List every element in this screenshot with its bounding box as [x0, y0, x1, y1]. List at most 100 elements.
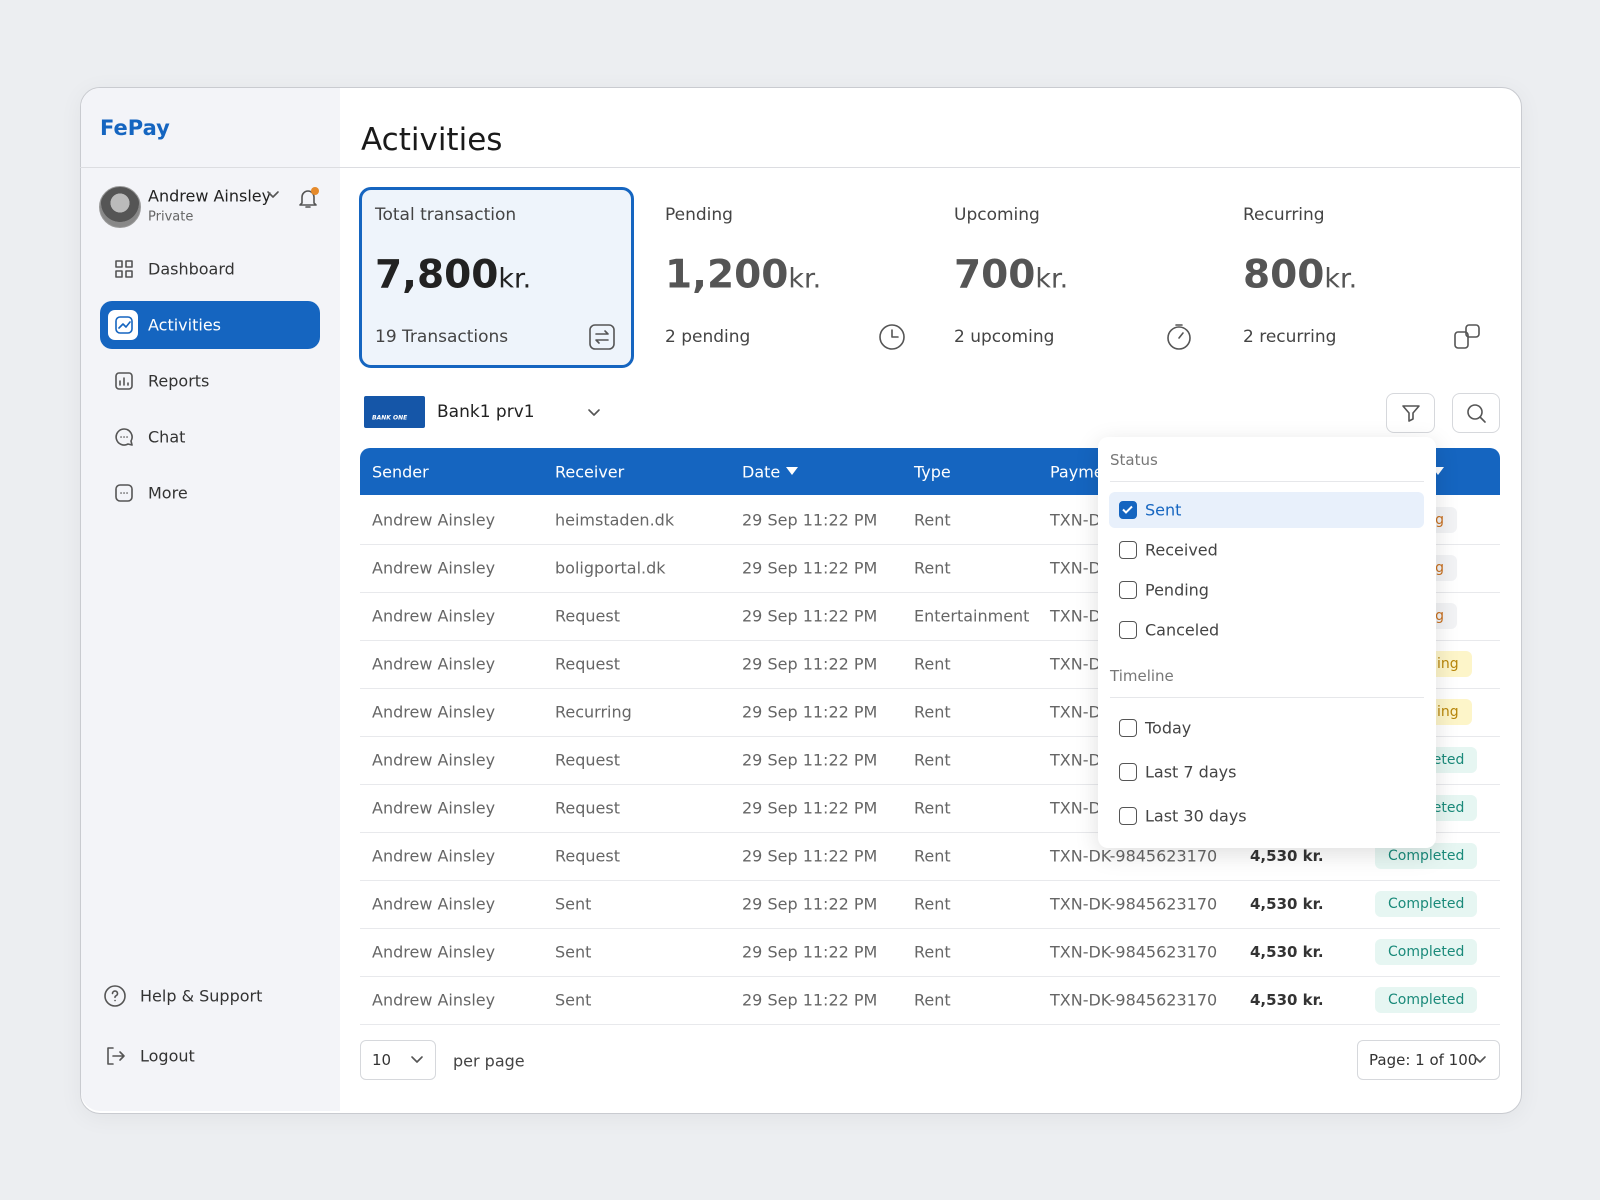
table-cell: 4,530 kr.	[1250, 895, 1324, 913]
page-select[interactable]	[1357, 1040, 1500, 1080]
search-icon-wrap[interactable]	[1466, 403, 1486, 423]
nav-item[interactable]: Dashboard	[148, 259, 235, 279]
card-selected[interactable]	[359, 187, 634, 368]
table-cell: Andrew Ainsley	[372, 990, 496, 1010]
nav-icon	[115, 428, 133, 446]
checkbox[interactable]	[1119, 541, 1137, 559]
nav-icon-wrap[interactable]	[114, 315, 134, 335]
notification-bell	[299, 187, 319, 208]
table-cell: Request	[555, 846, 620, 866]
filter-option[interactable]: Last 7 days	[1145, 762, 1237, 782]
page-chevron-wrap	[1474, 1056, 1486, 1064]
status-pill: Completed	[1375, 939, 1478, 965]
nav-item[interactable]: More	[148, 483, 188, 503]
filter-option[interactable]: Sent	[1145, 500, 1182, 520]
card-label: Total transaction	[375, 205, 517, 225]
table-cell: Rent	[914, 846, 951, 866]
nav-icon	[115, 484, 133, 502]
bank-name[interactable]: Bank1 prv1	[437, 402, 535, 422]
table-cell: 4,530 kr.	[1250, 847, 1324, 865]
page-chevron	[1474, 1056, 1486, 1063]
checkbox[interactable]	[1119, 807, 1137, 825]
row-divider	[360, 736, 1500, 737]
nav-icon-wrap[interactable]	[114, 483, 134, 503]
status-text: Completed	[1388, 848, 1465, 864]
nav-item[interactable]: Reports	[148, 371, 210, 391]
table-cell: Andrew Ainsley	[372, 750, 496, 770]
bank-logo[interactable]: BANK ONE	[364, 396, 425, 428]
filter-icon	[1402, 405, 1420, 422]
filter-icon-wrap[interactable]	[1402, 405, 1420, 422]
page-title: Activities	[361, 122, 503, 158]
checkbox[interactable]	[1119, 501, 1137, 519]
table-cell: Andrew Ainsley	[372, 846, 496, 866]
checkbox[interactable]	[1119, 581, 1137, 599]
card-label: Recurring	[1243, 205, 1325, 225]
column-header[interactable]: Date	[742, 462, 781, 482]
nav-icon-wrap[interactable]	[114, 427, 134, 447]
filter-option[interactable]: Canceled	[1145, 620, 1220, 640]
card-amount: 1,200kr.	[665, 253, 821, 298]
status-text: Completed	[1388, 992, 1465, 1008]
check-mark	[1122, 505, 1133, 514]
table-cell: Entertainment	[914, 606, 1030, 626]
filter-option[interactable]: Today	[1145, 718, 1192, 738]
sidebar	[81, 88, 340, 1111]
filter-divider	[1110, 481, 1424, 482]
checkbox[interactable]	[1119, 763, 1137, 781]
nav-icon-wrap[interactable]	[114, 371, 134, 391]
card-amount-value: 800	[1243, 252, 1325, 298]
card-sub: 19 Transactions	[375, 327, 509, 347]
filter-button[interactable]	[1386, 393, 1435, 433]
nav-icon-wrap[interactable]	[114, 259, 134, 279]
brand-logo: FePay	[100, 116, 170, 140]
nav-item[interactable]: Activities	[148, 315, 221, 335]
logout-icon-wrap[interactable]	[104, 1045, 126, 1067]
sort-arrow-wrap[interactable]	[786, 467, 798, 475]
table-cell: Rent	[914, 990, 951, 1010]
table-cell: 29 Sep 11:22 PM	[742, 846, 878, 866]
footer-nav-item[interactable]: Logout	[140, 1046, 195, 1066]
card-icon-wrap	[1166, 324, 1192, 350]
per-page-select[interactable]	[360, 1040, 436, 1080]
nav-icon	[115, 372, 133, 390]
card-icon-wrap	[879, 324, 905, 350]
search-button[interactable]	[1452, 393, 1500, 433]
table-cell: 29 Sep 11:22 PM	[742, 654, 878, 674]
table-cell: Rent	[914, 702, 951, 722]
footer-nav-item[interactable]: Help & Support	[140, 986, 263, 1006]
bank-chevron-wrap[interactable]	[587, 408, 601, 418]
notification-bell-wrap[interactable]	[296, 186, 320, 210]
filter-option[interactable]: Last 30 days	[1145, 806, 1247, 826]
table-cell: Rent	[914, 654, 951, 674]
table-cell: 29 Sep 11:22 PM	[742, 558, 878, 578]
filter-option[interactable]: Pending	[1145, 580, 1209, 600]
column-header[interactable]: Receiver	[555, 462, 625, 482]
per-page-label: per page	[453, 1051, 525, 1071]
row-divider	[360, 784, 1500, 785]
table-cell: 29 Sep 11:22 PM	[742, 990, 878, 1010]
row-divider	[360, 928, 1500, 929]
filter-option[interactable]: Received	[1145, 540, 1218, 560]
row-divider	[360, 880, 1500, 881]
nav-item[interactable]: Chat	[148, 427, 186, 447]
filter-section-title: Status	[1110, 451, 1158, 469]
bank-chevron	[588, 409, 600, 416]
table-cell: Andrew Ainsley	[372, 510, 496, 530]
option-highlight	[1109, 492, 1424, 528]
checkbox[interactable]	[1119, 621, 1137, 639]
table-cell: 29 Sep 11:22 PM	[742, 798, 878, 818]
help-icon-wrap[interactable]	[104, 985, 126, 1007]
row-divider	[360, 592, 1500, 593]
table-cell: TXN-DK-9845623170	[1050, 942, 1218, 962]
filter-divider	[1110, 697, 1424, 698]
nav-icon	[115, 260, 133, 278]
checkbox[interactable]	[1119, 719, 1137, 737]
status-pill: Completed	[1375, 987, 1478, 1013]
card-icon	[589, 324, 615, 350]
card-label: Upcoming	[954, 205, 1040, 225]
column-header[interactable]: Type	[914, 462, 951, 482]
bank-logo-text: BANK ONE	[372, 414, 408, 422]
column-header[interactable]: Sender	[372, 462, 429, 482]
user-chevron-wrap[interactable]	[266, 190, 280, 200]
